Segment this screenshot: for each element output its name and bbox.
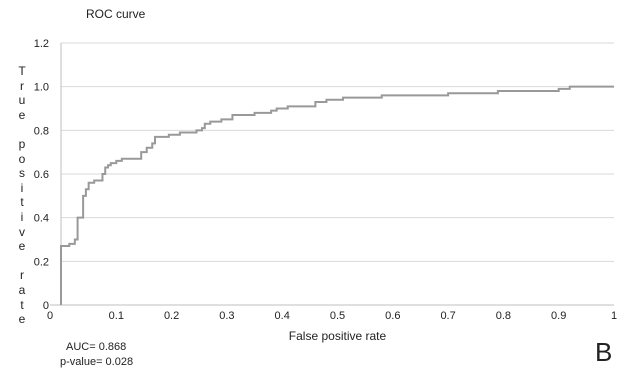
y-tick-label: 0.2 — [34, 256, 49, 268]
x-axis-label: False positive rate — [288, 329, 387, 343]
y-tick-label: 1.0 — [34, 82, 49, 94]
x-tick-label: 0.1 — [109, 310, 124, 322]
x-tick-label: 0.5 — [330, 310, 345, 322]
y-tick-label: 0.8 — [34, 125, 49, 137]
y-tick-label: 0.6 — [34, 169, 49, 181]
x-tick-label: 0.2 — [164, 310, 179, 322]
y-tick-label: 0 — [43, 300, 49, 312]
x-tick-label: 0.4 — [275, 310, 290, 322]
x-tick-label: 0.8 — [496, 310, 511, 322]
y-tick-labels: 0 0.2 0.4 0.6 0.8 1.0 1.2 — [34, 38, 49, 312]
y-axis-label: T r u e p o s i t i v e r a t e — [18, 64, 26, 327]
x-tick-label: 0.9 — [551, 310, 566, 322]
chart-title: ROC curve — [86, 7, 146, 21]
x-tick-label: 0 — [47, 310, 53, 322]
panel-label: B — [595, 337, 613, 367]
x-tick-label: 0.7 — [440, 310, 455, 322]
x-tick-label: 1 — [611, 310, 617, 322]
y-tick-label: 0.4 — [34, 213, 49, 225]
roc-series — [60, 85, 614, 305]
x-tick-label: 0.3 — [219, 310, 234, 322]
y-tick-label: 1.2 — [34, 38, 49, 50]
p-value-annotation: p-value= 0.028 — [60, 356, 134, 368]
auc-annotation: AUC= 0.868 — [66, 341, 127, 353]
gridlines — [61, 42, 614, 262]
x-tick-labels: 0 0.1 0.2 0.3 0.4 0.5 0.6 0.7 0.8 0.9 1 — [47, 310, 617, 322]
x-tick-label: 0.6 — [385, 310, 400, 322]
roc-curve-line — [60, 85, 614, 305]
